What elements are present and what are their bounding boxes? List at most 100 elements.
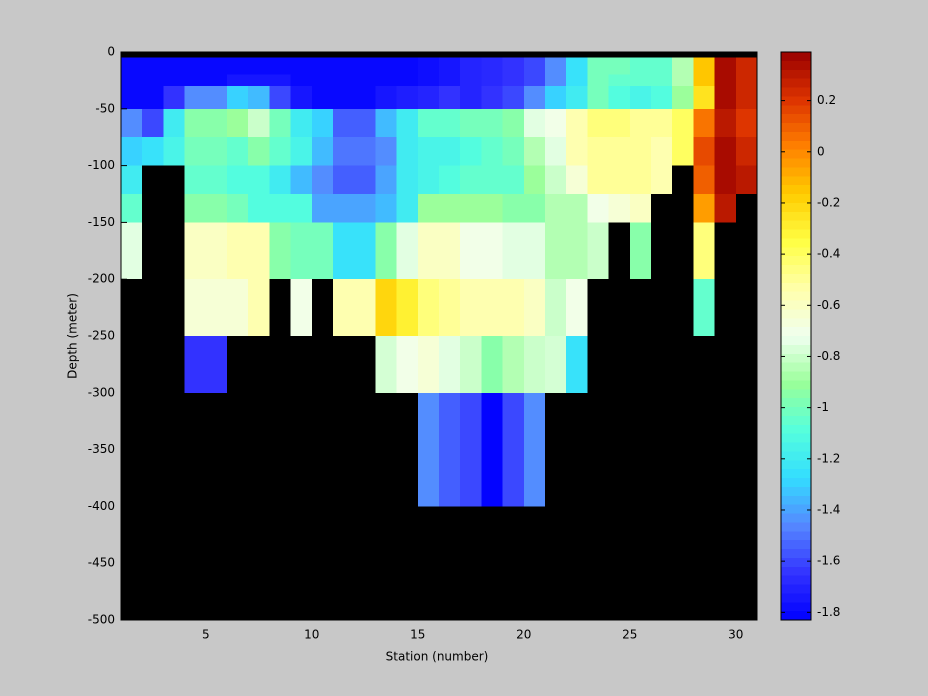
heatmap-cell (714, 194, 736, 223)
heatmap-cell (375, 108, 397, 138)
heatmap-cell (248, 279, 270, 336)
y-tick-label: 0 (107, 45, 115, 59)
heatmap-cell (311, 86, 333, 109)
heatmap-cell (460, 86, 482, 109)
heatmap-cell (439, 392, 461, 507)
heatmap-cell (227, 137, 249, 166)
heatmap-cell (248, 137, 270, 166)
heatmap-cell (439, 336, 461, 393)
heatmap-cell (333, 137, 355, 166)
colorbar-swatch (781, 344, 811, 355)
heatmap-cell (121, 194, 143, 223)
colorbar-swatch (781, 238, 811, 248)
heatmap-cell (439, 279, 461, 336)
heatmap-cell (417, 392, 439, 507)
heatmap-cell (481, 279, 503, 336)
heatmap-cell (566, 57, 588, 75)
colorbar-frame (780, 51, 812, 621)
heatmap-cell (142, 74, 164, 87)
heatmap-cell (566, 222, 588, 280)
heatmap-cell (417, 194, 439, 223)
colorbar-tick-label: 0 (817, 144, 825, 158)
heatmap-cell (672, 74, 694, 87)
x-axis-label: Station (number) (386, 650, 489, 664)
heatmap-cell (481, 108, 503, 138)
heatmap-cell (375, 279, 397, 336)
colorbar-swatch (781, 87, 811, 97)
heatmap-cell (205, 108, 227, 138)
heatmap-cell (184, 222, 206, 280)
heatmap-cell (184, 86, 206, 109)
heatmap-cell (714, 57, 736, 75)
heatmap-cell (205, 336, 227, 393)
heatmap-cell (184, 108, 206, 138)
colorbar-swatch (781, 433, 811, 443)
heatmap-cell (333, 86, 355, 109)
heatmap-cell (566, 137, 588, 166)
heatmap-cell (142, 137, 164, 166)
heatmap-cell (121, 86, 143, 109)
heatmap-cell (311, 165, 333, 194)
heatmap-cell (121, 74, 143, 87)
heatmap-cell (523, 165, 545, 194)
heatmap-cell (502, 57, 524, 75)
heatmap-cell (502, 336, 524, 393)
heatmap-cell (142, 57, 164, 75)
heatmap-cell (354, 74, 376, 87)
heatmap-cell (502, 86, 524, 109)
y-tick-label: -500 (88, 613, 115, 627)
colorbar-tick-label: -1.4 (817, 502, 840, 516)
heatmap-cell (142, 86, 164, 109)
heatmap-cell (502, 137, 524, 166)
heatmap-cell (481, 392, 503, 507)
heatmap-cell (417, 222, 439, 280)
colorbar-tick-label: -1.2 (817, 451, 840, 465)
colorbar-tick-label: -1.8 (817, 605, 840, 619)
heatmap-cell (629, 86, 651, 109)
heatmap-cell (566, 86, 588, 109)
heatmap-cell (608, 86, 630, 109)
heatmap-cell (184, 165, 206, 194)
heatmap-cell (629, 165, 651, 194)
heatmap-cell (121, 57, 143, 75)
heatmap-cell (439, 165, 461, 194)
heatmap-cell (396, 194, 418, 223)
heatmap-cell (417, 57, 439, 75)
heatmap-cell (735, 165, 757, 194)
heatmap-cell (523, 108, 545, 138)
colorbar-swatch (781, 309, 811, 319)
heatmap-cell (481, 57, 503, 75)
heatmap-cell (439, 86, 461, 109)
heatmap-cell (375, 222, 397, 280)
heatmap-cell (439, 137, 461, 166)
heatmap-cell (481, 137, 503, 166)
heatmap-cell (587, 137, 609, 166)
heatmap-cell (587, 108, 609, 138)
heatmap-cell (121, 222, 143, 280)
heatmap-cell (735, 108, 757, 138)
heatmap-cell (460, 108, 482, 138)
heatmap-cell (566, 279, 588, 336)
heatmap-cell (587, 194, 609, 223)
heatmap-cell (651, 86, 673, 109)
heatmap-cell (502, 165, 524, 194)
colorbar-swatch (781, 557, 811, 568)
heatmap-cell (693, 108, 715, 138)
colorbar-swatch (781, 123, 811, 133)
colorbar-swatch (781, 442, 811, 452)
heatmap-cell (205, 279, 227, 336)
x-tick-label: 30 (728, 628, 743, 642)
heatmap-cell (651, 108, 673, 138)
colorbar-swatch (781, 318, 811, 328)
heatmap-cell (269, 74, 291, 87)
heatmap-cell (311, 222, 333, 280)
heatmap-cell (502, 222, 524, 280)
colorbar-swatch (781, 566, 811, 577)
heatmap-cell (693, 222, 715, 280)
colorbar-swatch (781, 105, 811, 115)
heatmap-cell (439, 74, 461, 87)
heatmap-cell (714, 137, 736, 166)
heatmap-cell (163, 86, 185, 109)
heatmap-cell (163, 108, 185, 138)
colorbar-swatch (781, 407, 811, 417)
